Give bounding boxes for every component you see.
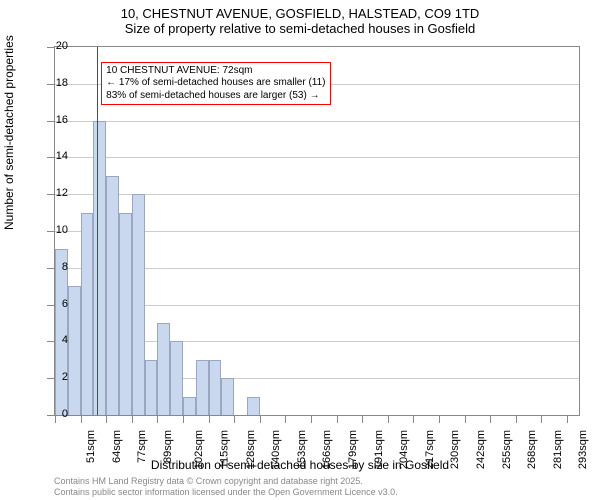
- annotation-line: ← 17% of semi-detached houses are smalle…: [106, 77, 325, 90]
- y-axis-label: Number of semi-detached properties: [2, 35, 16, 230]
- x-tick: [183, 416, 184, 423]
- y-tick-label: 20: [56, 40, 68, 52]
- y-tick: [47, 157, 54, 158]
- histogram-bar: [170, 341, 183, 415]
- x-tick-label: 115sqm: [218, 430, 230, 468]
- x-tick-label: 64sqm: [111, 430, 123, 463]
- x-tick-label: 140sqm: [270, 430, 282, 469]
- x-tick-label: 89sqm: [162, 430, 174, 463]
- x-tick-label: 102sqm: [194, 430, 206, 469]
- marker-line: [97, 47, 98, 415]
- x-tick: [516, 416, 517, 423]
- y-tick: [47, 268, 54, 269]
- plot-area: 10 CHESTNUT AVENUE: 72sqm← 17% of semi-d…: [54, 46, 580, 416]
- y-tick-label: 12: [56, 187, 68, 199]
- grid-line: [55, 157, 579, 158]
- x-tick-label: 51sqm: [85, 430, 97, 463]
- x-tick: [157, 416, 158, 423]
- y-tick: [47, 231, 54, 232]
- x-tick: [388, 416, 389, 423]
- x-tick-label: 255sqm: [501, 430, 513, 469]
- x-tick-label: 77sqm: [136, 430, 148, 463]
- x-tick: [106, 416, 107, 423]
- histogram-bar: [196, 360, 209, 415]
- annotation-box: 10 CHESTNUT AVENUE: 72sqm← 17% of semi-d…: [101, 62, 330, 106]
- y-tick: [47, 121, 54, 122]
- x-tick-label: 230sqm: [450, 430, 462, 469]
- x-tick-label: 179sqm: [347, 430, 359, 469]
- x-tick: [413, 416, 414, 423]
- x-tick-label: 242sqm: [475, 430, 487, 469]
- x-tick: [337, 416, 338, 423]
- x-tick-label: 128sqm: [245, 430, 257, 469]
- x-tick-label: 204sqm: [398, 430, 410, 469]
- histogram-bar: [55, 249, 68, 415]
- x-tick-label: 166sqm: [322, 430, 334, 469]
- chart-footer: Contains HM Land Registry data © Crown c…: [54, 476, 398, 498]
- x-tick: [490, 416, 491, 423]
- y-tick-label: 14: [56, 150, 68, 162]
- histogram-bar: [157, 323, 170, 415]
- x-tick: [285, 416, 286, 423]
- grid-line: [55, 121, 579, 122]
- y-tick-label: 6: [62, 298, 68, 310]
- x-tick: [132, 416, 133, 423]
- histogram-bar: [247, 397, 260, 415]
- x-tick: [465, 416, 466, 423]
- x-tick: [234, 416, 235, 423]
- x-tick: [260, 416, 261, 423]
- x-tick: [362, 416, 363, 423]
- y-tick-label: 8: [62, 261, 68, 273]
- histogram-bar: [183, 397, 196, 415]
- chart-container: 10, CHESTNUT AVENUE, GOSFIELD, HALSTEAD,…: [0, 0, 600, 500]
- y-tick: [47, 341, 54, 342]
- footer-line-2: Contains public sector information licen…: [54, 487, 398, 498]
- y-tick: [47, 84, 54, 85]
- x-tick-label: 268sqm: [526, 430, 538, 469]
- histogram-bar: [81, 213, 94, 415]
- annotation-line: 10 CHESTNUT AVENUE: 72sqm: [106, 65, 325, 78]
- histogram-bar: [119, 213, 132, 415]
- y-tick-label: 4: [62, 334, 68, 346]
- footer-line-1: Contains HM Land Registry data © Crown c…: [54, 476, 398, 487]
- x-tick: [541, 416, 542, 423]
- histogram-bar: [68, 286, 81, 415]
- chart-title-main: 10, CHESTNUT AVENUE, GOSFIELD, HALSTEAD,…: [0, 0, 600, 21]
- x-tick-label: 281sqm: [552, 430, 564, 469]
- x-tick: [439, 416, 440, 423]
- histogram-bar: [221, 378, 234, 415]
- x-tick: [81, 416, 82, 423]
- histogram-bar: [132, 194, 145, 415]
- x-tick: [55, 416, 56, 423]
- annotation-line: 83% of semi-detached houses are larger (…: [106, 90, 325, 103]
- y-tick-label: 18: [56, 77, 68, 89]
- x-tick: [567, 416, 568, 423]
- x-tick: [311, 416, 312, 423]
- y-tick: [47, 378, 54, 379]
- histogram-bar: [145, 360, 158, 415]
- y-tick: [47, 305, 54, 306]
- histogram-bar: [93, 121, 106, 415]
- y-tick: [47, 415, 54, 416]
- y-tick: [47, 194, 54, 195]
- x-tick-label: 153sqm: [296, 430, 308, 469]
- x-tick-label: 217sqm: [424, 430, 436, 469]
- histogram-bar: [209, 360, 222, 415]
- histogram-bar: [106, 176, 119, 415]
- x-tick: [209, 416, 210, 423]
- chart-title-sub: Size of property relative to semi-detach…: [0, 21, 600, 40]
- y-tick-label: 2: [62, 371, 68, 383]
- x-tick-label: 191sqm: [373, 430, 385, 469]
- y-tick-label: 10: [56, 224, 68, 236]
- y-tick: [47, 47, 54, 48]
- y-tick-label: 16: [56, 114, 68, 126]
- x-tick-label: 293sqm: [577, 430, 589, 469]
- y-tick-label: 0: [62, 408, 68, 420]
